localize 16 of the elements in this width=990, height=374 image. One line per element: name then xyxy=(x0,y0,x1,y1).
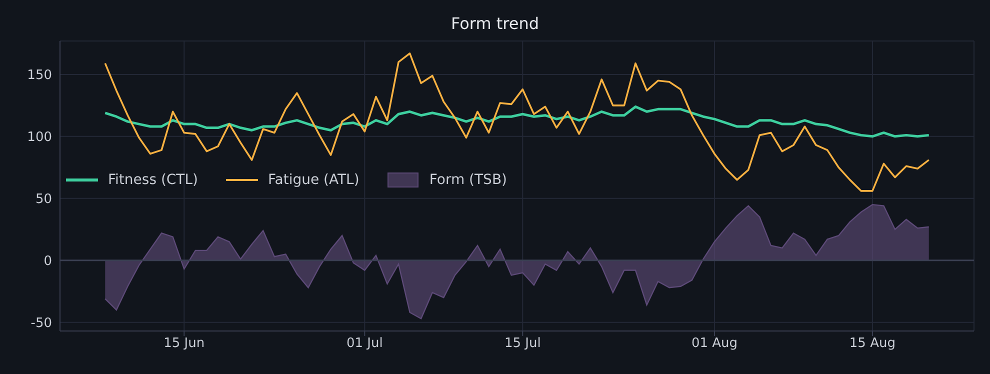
line-series xyxy=(104,52,930,192)
y-tick-label: 0 xyxy=(44,254,52,269)
y-tick-label: 100 xyxy=(27,130,52,146)
x-tick-label: 15 Jul xyxy=(504,336,541,352)
y-tick-label: 150 xyxy=(27,68,52,84)
x-tick-label: 15 Jun xyxy=(164,336,205,352)
legend-label: Form (TSB) xyxy=(429,172,508,188)
y-tick-label: 50 xyxy=(35,192,52,208)
chart-title: Form trend xyxy=(450,14,540,33)
x-tick-label: 01 Jul xyxy=(346,336,383,352)
x-tick-label: 15 Aug xyxy=(849,336,896,352)
line-series xyxy=(104,105,930,138)
legend-label: Fatigue (ATL) xyxy=(268,172,360,188)
legend-label: Fitness (CTL) xyxy=(108,172,198,188)
y-tick-label: -50 xyxy=(30,316,52,331)
x-tick-label: 01 Aug xyxy=(691,336,738,352)
